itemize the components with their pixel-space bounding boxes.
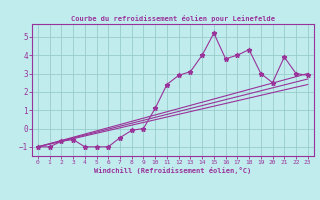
X-axis label: Windchill (Refroidissement éolien,°C): Windchill (Refroidissement éolien,°C) [94,167,252,174]
Title: Courbe du refroidissement éolien pour Leinefelde: Courbe du refroidissement éolien pour Le… [71,15,275,22]
